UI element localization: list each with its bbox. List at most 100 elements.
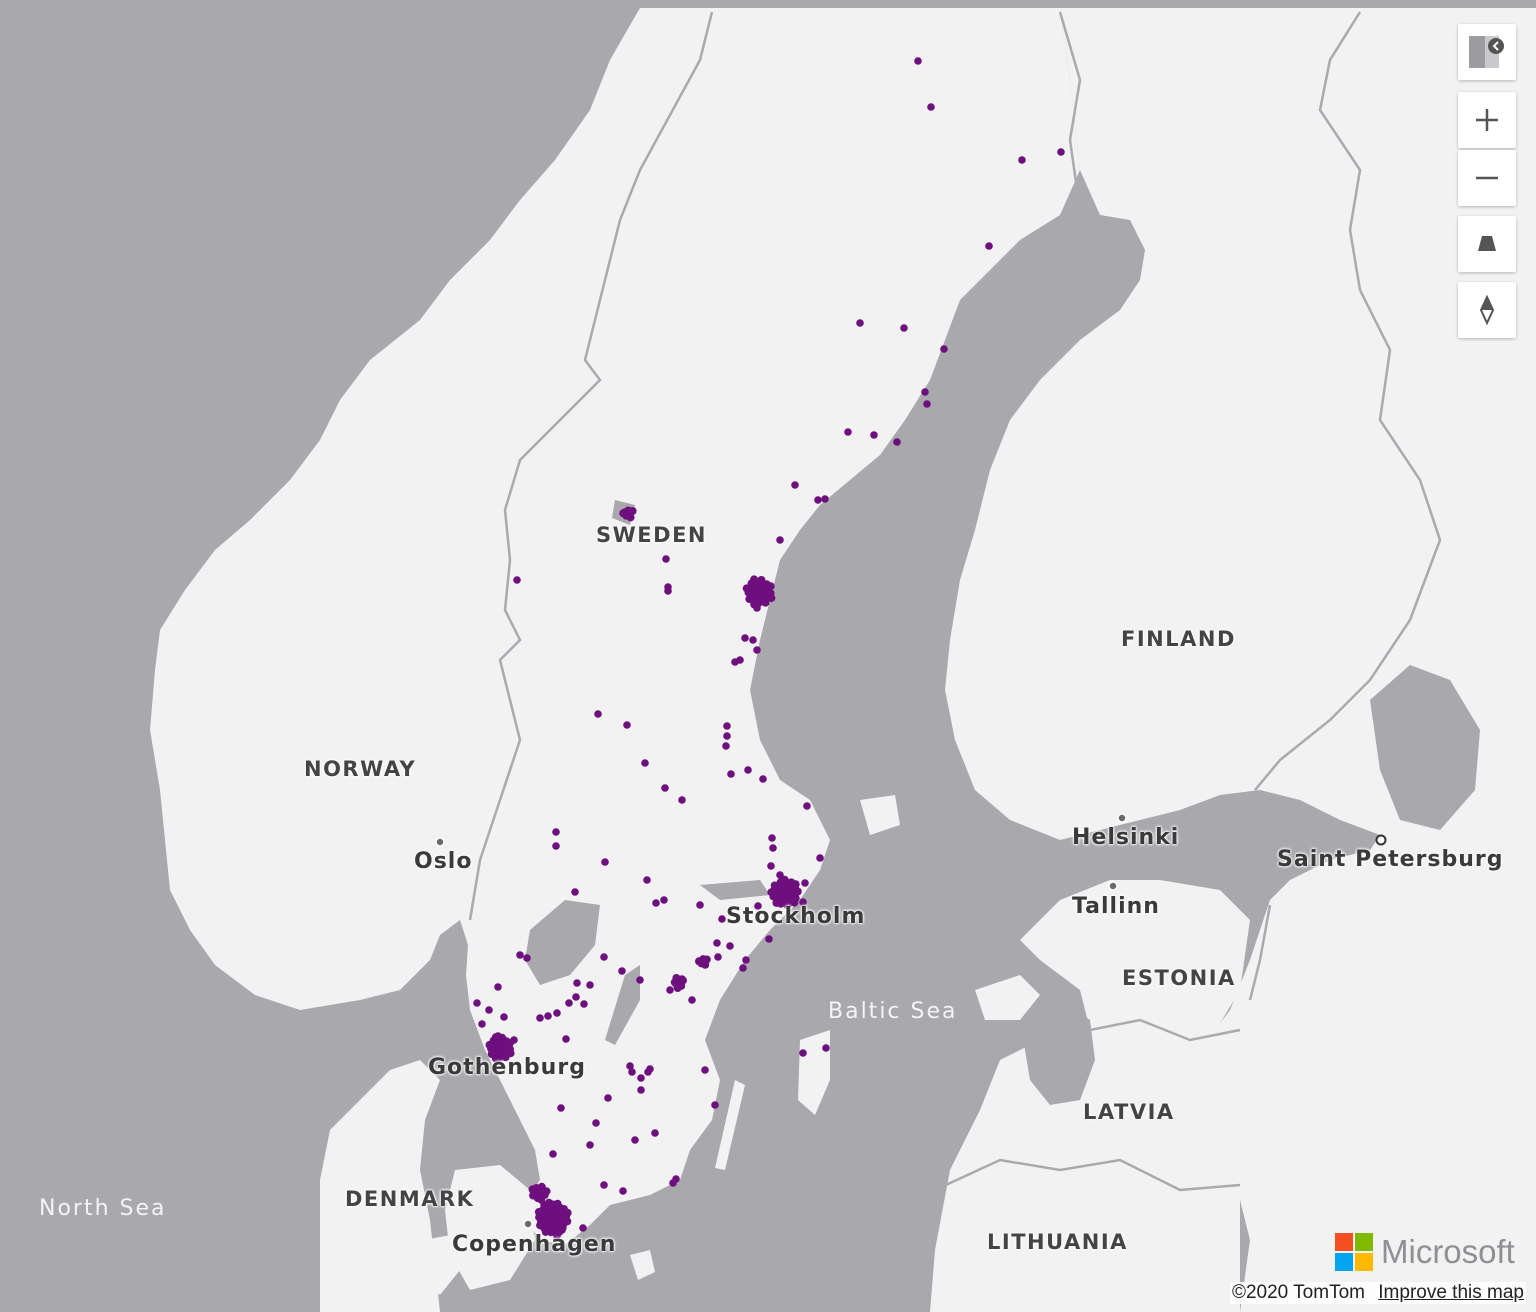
data-marker[interactable] <box>766 582 775 591</box>
zoom-out-button[interactable] <box>1458 150 1516 206</box>
data-marker[interactable] <box>985 242 993 250</box>
data-marker[interactable] <box>750 600 759 609</box>
data-marker[interactable] <box>661 784 669 792</box>
data-marker[interactable] <box>541 1227 550 1236</box>
data-marker[interactable] <box>723 722 731 730</box>
data-marker[interactable] <box>900 324 908 332</box>
data-marker[interactable] <box>643 876 651 884</box>
data-marker[interactable] <box>500 1013 508 1021</box>
data-marker[interactable] <box>536 1014 544 1022</box>
data-marker[interactable] <box>678 796 686 804</box>
data-marker[interactable] <box>523 954 531 962</box>
data-marker[interactable] <box>553 1199 562 1208</box>
data-marker[interactable] <box>821 495 829 503</box>
data-marker[interactable] <box>516 951 524 959</box>
data-marker[interactable] <box>491 1054 500 1063</box>
data-marker[interactable] <box>666 986 674 994</box>
data-marker[interactable] <box>485 1006 493 1014</box>
data-marker[interactable] <box>856 319 864 327</box>
data-marker[interactable] <box>803 802 811 810</box>
data-marker[interactable] <box>553 1009 561 1017</box>
data-marker[interactable] <box>767 594 776 603</box>
data-marker[interactable] <box>723 732 731 740</box>
data-marker[interactable] <box>791 880 800 889</box>
data-marker[interactable] <box>651 1129 659 1137</box>
data-marker[interactable] <box>695 957 703 966</box>
data-marker[interactable] <box>749 636 757 644</box>
data-marker[interactable] <box>702 955 711 964</box>
data-marker[interactable] <box>592 1119 600 1127</box>
improve-map-link[interactable]: Improve this map <box>1378 1282 1524 1303</box>
data-marker[interactable] <box>793 887 802 896</box>
data-marker[interactable] <box>565 999 573 1007</box>
data-marker[interactable] <box>770 881 779 890</box>
data-marker[interactable] <box>604 1094 612 1102</box>
data-marker[interactable] <box>536 1221 545 1230</box>
data-marker[interactable] <box>711 1101 719 1109</box>
data-marker[interactable] <box>713 939 721 947</box>
data-marker[interactable] <box>618 967 626 975</box>
data-marker[interactable] <box>753 646 761 654</box>
data-marker[interactable] <box>652 899 660 907</box>
data-marker[interactable] <box>544 1198 553 1207</box>
data-marker[interactable] <box>534 1208 543 1216</box>
data-marker[interactable] <box>664 587 672 595</box>
data-marker[interactable] <box>563 1217 572 1226</box>
data-marker[interactable] <box>1018 156 1026 164</box>
data-marker[interactable] <box>626 1062 634 1070</box>
data-marker[interactable] <box>750 575 759 584</box>
data-marker[interactable] <box>626 513 635 522</box>
data-marker[interactable] <box>688 996 696 1004</box>
data-marker[interactable] <box>679 976 687 985</box>
data-marker[interactable] <box>893 438 901 446</box>
data-marker[interactable] <box>731 658 739 666</box>
data-marker[interactable] <box>498 1033 507 1042</box>
data-marker[interactable] <box>727 770 735 778</box>
data-marker[interactable] <box>742 956 750 964</box>
data-marker[interactable] <box>791 481 799 489</box>
data-marker[interactable] <box>601 858 609 866</box>
data-marker[interactable] <box>586 1141 594 1149</box>
data-marker[interactable] <box>491 1033 500 1042</box>
data-marker[interactable] <box>557 1104 565 1112</box>
data-marker[interactable] <box>759 775 767 783</box>
data-marker[interactable] <box>506 1049 515 1058</box>
data-marker[interactable] <box>776 536 784 544</box>
data-marker[interactable] <box>870 431 878 439</box>
data-marker[interactable] <box>571 888 579 896</box>
data-marker[interactable] <box>780 875 789 884</box>
data-marker[interactable] <box>816 854 824 862</box>
data-marker[interactable] <box>742 584 751 593</box>
data-marker[interactable] <box>923 400 931 408</box>
data-marker[interactable] <box>783 901 792 910</box>
data-marker[interactable] <box>662 555 670 563</box>
data-marker[interactable] <box>754 902 762 910</box>
data-marker[interactable] <box>529 1191 538 1200</box>
data-marker[interactable] <box>696 901 704 909</box>
data-marker[interactable] <box>544 1012 552 1020</box>
data-marker[interactable] <box>563 1208 572 1217</box>
data-marker[interactable] <box>672 974 681 982</box>
data-marker[interactable] <box>513 576 521 584</box>
data-marker[interactable] <box>537 1195 546 1204</box>
style-picker-button[interactable] <box>1458 24 1516 80</box>
data-marker[interactable] <box>594 710 602 718</box>
data-marker[interactable] <box>914 57 922 65</box>
data-marker[interactable] <box>673 984 682 992</box>
data-marker[interactable] <box>637 1086 645 1094</box>
data-marker[interactable] <box>619 1187 627 1195</box>
data-marker[interactable] <box>799 898 807 906</box>
data-marker[interactable] <box>722 742 730 750</box>
data-marker[interactable] <box>619 509 628 518</box>
data-marker[interactable] <box>769 844 777 852</box>
data-marker[interactable] <box>714 953 722 961</box>
data-marker[interactable] <box>767 862 775 870</box>
data-marker[interactable] <box>641 759 649 767</box>
data-marker[interactable] <box>940 345 948 353</box>
zoom-in-button[interactable] <box>1458 92 1516 148</box>
data-marker[interactable] <box>628 507 637 515</box>
data-marker[interactable] <box>772 898 781 907</box>
data-marker[interactable] <box>646 1065 654 1073</box>
data-marker[interactable] <box>822 1044 830 1052</box>
